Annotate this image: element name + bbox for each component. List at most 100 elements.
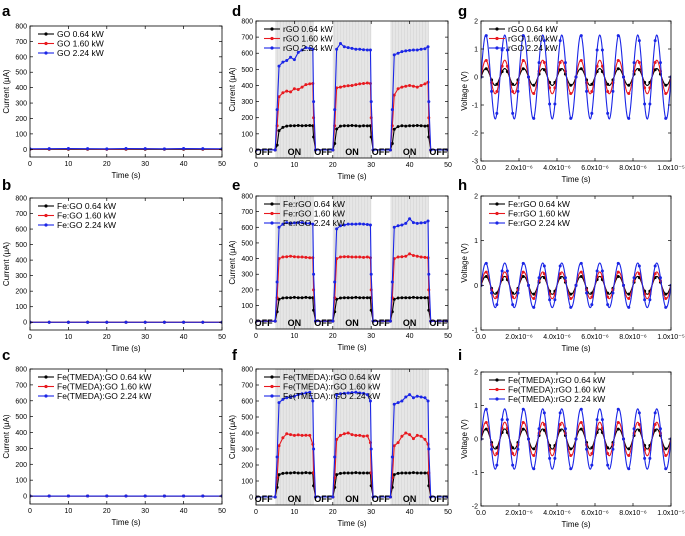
data-point — [521, 261, 525, 265]
data-point — [342, 432, 346, 436]
data-point — [622, 283, 625, 287]
data-point — [574, 75, 578, 79]
data-point — [664, 454, 668, 457]
axes-frame — [255, 20, 449, 159]
data-point — [648, 298, 652, 302]
data-point — [281, 60, 285, 64]
data-point — [627, 305, 631, 309]
data-point — [653, 411, 657, 415]
data-point — [390, 108, 394, 112]
data-point — [415, 221, 419, 225]
x-tick-label: 1.0x10⁻⁵ — [657, 334, 685, 341]
legend-entry: Fe(TMEDA):GO 0.64 kW — [57, 372, 151, 382]
data-point — [611, 89, 615, 93]
y-tick-label: 300 — [241, 447, 253, 454]
data-point — [275, 280, 279, 284]
y-tick-label: 0 — [474, 283, 478, 290]
data-point — [300, 255, 304, 259]
x-tick-label: 8.0x10⁻⁶ — [619, 510, 647, 517]
data-point — [358, 433, 362, 437]
data-point — [423, 124, 427, 128]
data-point — [548, 456, 552, 460]
panel-a: a0 10 20 30 40 500100200300400500600700800Tim… — [2, 3, 226, 180]
data-point — [400, 399, 404, 403]
data-point — [606, 452, 610, 456]
data-point — [66, 494, 70, 498]
legend-entry: Fe(TMEDA):rGO 1.60 kW — [508, 385, 605, 395]
data-point — [419, 47, 423, 51]
legend-entry: Fe(TMEDA):GO 1.60 kW — [57, 382, 151, 392]
data-point — [569, 297, 573, 301]
data-point — [201, 494, 205, 498]
data-point — [558, 272, 562, 276]
data-point — [368, 48, 372, 52]
x-axis-label: Time (s) — [337, 343, 366, 352]
data-point — [335, 227, 339, 231]
data-point — [365, 48, 369, 52]
data-point — [362, 222, 366, 226]
data-point — [664, 297, 668, 301]
on-interval-shade — [390, 196, 429, 329]
data-point — [484, 261, 488, 265]
data-point — [490, 291, 494, 295]
data-point — [277, 64, 281, 68]
x-tick-label: 10 — [65, 334, 73, 341]
data-point — [516, 89, 520, 93]
data-point — [532, 454, 536, 457]
y-tick-label: 2 — [474, 19, 478, 26]
data-point — [579, 275, 583, 279]
data-point — [590, 452, 594, 456]
data-point — [579, 67, 583, 71]
data-point — [338, 224, 342, 228]
y-tick-label: 700 — [241, 383, 253, 390]
y-tick-label: 700 — [15, 211, 27, 218]
data-point — [404, 395, 408, 399]
y-tick-label: 500 — [15, 414, 27, 421]
data-point — [335, 393, 339, 397]
data-point — [390, 141, 394, 145]
data-point — [500, 48, 504, 52]
legend-entry: Fe(TMEDA):GO 2.24 kW — [57, 391, 151, 401]
data-point — [365, 471, 369, 475]
data-point — [350, 222, 354, 226]
data-point — [404, 221, 408, 225]
data-point — [396, 255, 400, 259]
data-point — [105, 147, 109, 151]
data-point — [273, 319, 277, 323]
data-point — [653, 39, 657, 43]
data-point — [505, 48, 509, 52]
data-point — [277, 401, 281, 405]
data-point — [304, 83, 308, 87]
data-point — [616, 427, 620, 431]
data-point — [590, 303, 594, 307]
data-point — [653, 428, 657, 432]
data-point — [419, 471, 423, 475]
y-axis-label: Current (μA) — [2, 242, 11, 287]
x-tick-label: 10 — [291, 162, 299, 169]
data-point — [611, 447, 615, 451]
data-point — [579, 261, 583, 265]
x-tick-label: 10 — [291, 509, 299, 516]
data-point — [273, 148, 277, 152]
data-point — [342, 45, 346, 49]
data-point — [365, 296, 369, 300]
data-point — [342, 391, 346, 395]
data-point — [289, 124, 293, 128]
data-point — [553, 102, 557, 106]
data-point — [495, 82, 499, 86]
data-point — [396, 224, 400, 228]
legend-marker — [44, 384, 48, 389]
data-point — [281, 222, 285, 226]
x-tick-label: 40 — [180, 161, 188, 168]
data-point — [47, 147, 51, 151]
data-point — [182, 320, 186, 324]
data-point — [289, 254, 293, 258]
data-point — [595, 418, 599, 422]
data-point — [415, 123, 419, 127]
panel-c: c0 10 20 30 40 500100200300400500600700800Tim… — [2, 347, 226, 527]
data-point — [606, 111, 610, 115]
legend-entry: Fe:GO 1.60 kW — [57, 211, 116, 221]
data-point — [637, 60, 641, 64]
